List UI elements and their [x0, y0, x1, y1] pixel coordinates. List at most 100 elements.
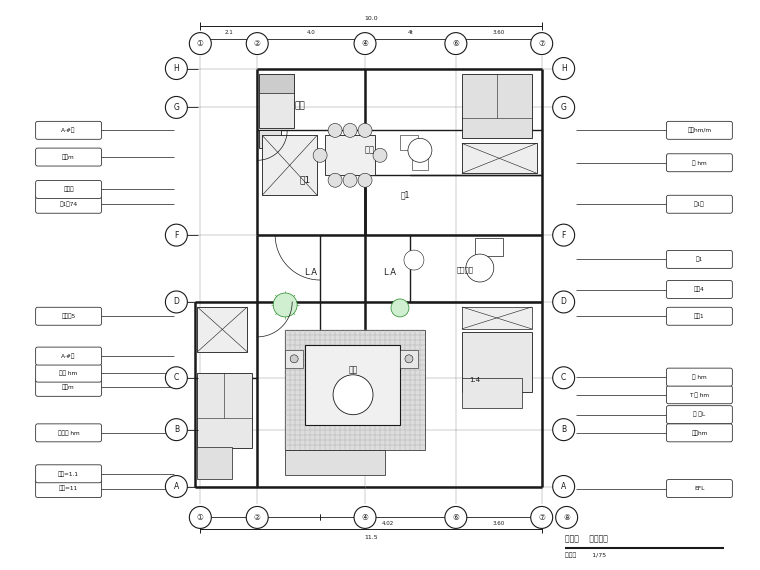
FancyBboxPatch shape [667, 386, 733, 404]
FancyBboxPatch shape [667, 154, 733, 172]
Text: 地坪地: 地坪地 [63, 187, 74, 192]
Text: 开1地: 开1地 [694, 201, 705, 207]
Text: B: B [174, 425, 179, 434]
Bar [198, 307, 247, 352]
Circle shape [405, 355, 413, 363]
Circle shape [166, 224, 188, 246]
Text: ⑧: ⑧ [563, 513, 570, 522]
Circle shape [553, 291, 575, 313]
Text: 门 门L: 门 门L [693, 412, 705, 417]
Text: 厨房: 厨房 [295, 101, 306, 110]
Text: T 石 hm: T 石 hm [689, 392, 710, 397]
Circle shape [354, 507, 376, 528]
Text: A-#木: A-#木 [62, 128, 76, 133]
Text: D: D [561, 298, 567, 307]
FancyBboxPatch shape [36, 364, 102, 382]
FancyBboxPatch shape [36, 307, 102, 325]
Text: C: C [174, 373, 179, 382]
Text: G: G [173, 103, 179, 112]
Text: ④: ④ [362, 513, 369, 522]
Circle shape [354, 32, 376, 55]
Text: 窗帘hm/m: 窗帘hm/m [687, 128, 711, 133]
Bar [412, 148, 428, 170]
Text: 3.60: 3.60 [492, 30, 505, 35]
Circle shape [328, 173, 342, 187]
Text: ②: ② [254, 513, 261, 522]
Text: 4.0: 4.0 [307, 30, 315, 35]
FancyBboxPatch shape [667, 368, 733, 386]
Bar [462, 378, 522, 408]
Text: 平面图    建筑设计: 平面图 建筑设计 [565, 535, 607, 543]
Text: 餐厅: 餐厅 [365, 146, 375, 155]
Circle shape [530, 507, 553, 528]
Text: 11.5: 11.5 [364, 535, 378, 540]
FancyBboxPatch shape [36, 465, 102, 483]
Bar [400, 135, 418, 150]
Circle shape [553, 96, 575, 119]
Text: H: H [561, 64, 566, 73]
Text: 主卧: 主卧 [348, 365, 358, 374]
Text: F: F [562, 231, 566, 239]
FancyBboxPatch shape [36, 121, 102, 139]
FancyBboxPatch shape [667, 307, 733, 325]
FancyBboxPatch shape [36, 347, 102, 365]
Circle shape [313, 148, 327, 162]
Circle shape [408, 139, 432, 162]
Text: 卫1: 卫1 [401, 191, 410, 200]
FancyBboxPatch shape [36, 479, 102, 498]
Text: G: G [561, 103, 567, 112]
Circle shape [343, 123, 357, 137]
Text: ②: ② [254, 39, 261, 48]
Text: ④: ④ [362, 39, 369, 48]
Bar [325, 135, 375, 175]
Text: 比例：        1/75: 比例： 1/75 [565, 552, 606, 558]
Text: F: F [174, 231, 179, 239]
FancyBboxPatch shape [36, 424, 102, 442]
Text: A: A [561, 482, 566, 491]
Bar [285, 450, 385, 475]
Bar [262, 135, 317, 195]
Text: 1.4: 1.4 [469, 377, 480, 383]
Text: 开1窗74: 开1窗74 [59, 201, 78, 207]
Circle shape [328, 123, 342, 137]
Circle shape [445, 32, 467, 55]
Circle shape [553, 419, 575, 441]
Text: A: A [174, 482, 179, 491]
Text: 2.1: 2.1 [224, 30, 233, 35]
FancyBboxPatch shape [667, 196, 733, 213]
Text: 开1: 开1 [696, 256, 703, 262]
Circle shape [553, 475, 575, 498]
Text: 窗帘盒 hm: 窗帘盒 hm [58, 430, 80, 435]
Text: 4t: 4t [407, 30, 413, 35]
Text: ⑥: ⑥ [452, 513, 459, 522]
Circle shape [343, 173, 357, 187]
Bar [259, 131, 281, 148]
Circle shape [358, 123, 372, 137]
Circle shape [553, 367, 575, 389]
Circle shape [273, 293, 297, 317]
Circle shape [404, 250, 424, 270]
Text: 3.60: 3.60 [492, 522, 505, 527]
Circle shape [189, 507, 211, 528]
Text: EFL: EFL [694, 486, 705, 491]
FancyBboxPatch shape [36, 181, 102, 198]
FancyBboxPatch shape [667, 121, 733, 139]
FancyBboxPatch shape [667, 479, 733, 498]
Bar [462, 74, 532, 139]
Text: 踢脚1: 踢脚1 [694, 314, 705, 319]
Bar [198, 447, 233, 479]
Text: 7.1: 7.1 [256, 522, 264, 527]
Bar [285, 350, 303, 368]
Circle shape [466, 254, 494, 282]
FancyBboxPatch shape [36, 148, 102, 166]
Bar [198, 373, 252, 447]
Circle shape [373, 148, 387, 162]
Bar [305, 345, 400, 425]
Circle shape [556, 507, 578, 528]
Text: 卧1: 卧1 [299, 176, 311, 185]
Bar [285, 330, 425, 450]
Circle shape [553, 224, 575, 246]
Text: L.A: L.A [304, 267, 317, 276]
Text: ⑦: ⑦ [538, 513, 545, 522]
Circle shape [333, 375, 373, 415]
